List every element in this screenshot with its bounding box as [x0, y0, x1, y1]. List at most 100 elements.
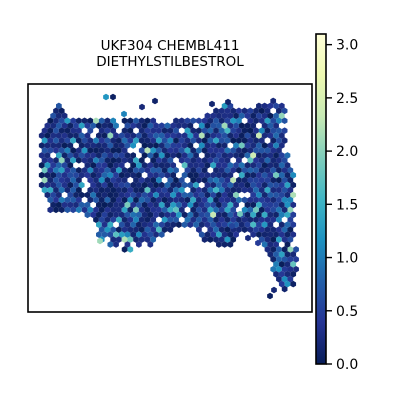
hex-spot	[230, 117, 237, 125]
hex-spot	[61, 162, 68, 169]
hex-spot	[198, 201, 205, 209]
hex-spot	[73, 132, 79, 139]
hex-spot	[278, 221, 285, 228]
hex-spot	[98, 127, 105, 134]
hex-spot	[241, 226, 248, 233]
hex-spot	[258, 147, 265, 154]
hex-spot	[53, 117, 59, 125]
hex-spot	[221, 201, 228, 209]
hex-spot	[138, 117, 145, 125]
hex-spot	[264, 117, 271, 125]
hex-spot	[201, 127, 208, 134]
hex-spot	[130, 142, 137, 149]
hex-spot	[233, 231, 239, 238]
hex-spot	[267, 251, 274, 258]
hex-spot	[276, 236, 282, 243]
hex-spot	[107, 171, 114, 179]
hex-spot	[110, 166, 117, 174]
hex-spot	[176, 221, 182, 228]
hex-spot	[176, 191, 182, 199]
hex-spot	[53, 206, 59, 214]
hex-spot	[87, 186, 94, 194]
hex-spot	[196, 176, 202, 184]
hex-spot	[216, 152, 222, 159]
hex-spot	[241, 107, 248, 115]
hex-spot	[178, 147, 185, 154]
hex-spot	[196, 147, 202, 154]
hex-spot	[187, 191, 194, 199]
hex-spot	[133, 166, 139, 174]
hex-spot	[216, 112, 222, 120]
hex-spot	[96, 231, 102, 238]
hex-spot	[204, 122, 211, 129]
hex-spot	[187, 132, 194, 139]
hex-spot	[118, 181, 125, 189]
hex-spot	[167, 226, 174, 233]
hex-spot	[187, 201, 194, 209]
hex-spot	[276, 246, 282, 253]
hex-spot	[201, 147, 208, 154]
hex-spot	[127, 206, 134, 214]
hex-spot	[104, 166, 111, 174]
hex-spot	[56, 132, 62, 139]
hex-spot	[270, 265, 277, 273]
hex-spot	[50, 201, 57, 209]
hex-spot	[245, 234, 251, 242]
hex-spot	[58, 137, 65, 144]
hex-spot	[38, 142, 45, 149]
hex-spot	[221, 112, 228, 120]
hex-spot	[156, 127, 162, 134]
hex-spot	[207, 137, 214, 144]
hex-spot	[144, 166, 151, 174]
hex-spot	[81, 137, 88, 144]
hex-spot	[147, 152, 154, 159]
hex-spot	[164, 201, 171, 209]
hex-spot	[293, 256, 299, 263]
hex-spot	[118, 201, 125, 209]
hex-spot	[156, 186, 162, 194]
hex-spot	[53, 166, 59, 174]
hex-spot	[98, 206, 105, 214]
hex-spot	[261, 152, 268, 159]
hex-spot	[287, 216, 294, 224]
hex-spot	[276, 176, 282, 184]
hex-spot	[150, 206, 157, 214]
hex-spot	[138, 226, 145, 233]
hex-spot	[147, 142, 154, 149]
hex-spot	[158, 221, 165, 228]
hex-spot	[96, 211, 102, 219]
hex-spot	[113, 201, 119, 209]
hex-spot	[224, 186, 231, 194]
hex-spot	[136, 162, 142, 169]
hex-spot	[121, 236, 128, 243]
hex-spot	[121, 137, 128, 144]
hex-spot	[187, 171, 194, 179]
hex-spot	[41, 147, 48, 154]
hex-spot	[210, 221, 217, 228]
hex-spot	[67, 142, 74, 149]
hex-spot	[167, 176, 174, 184]
hex-spot	[144, 186, 151, 194]
hex-spot	[267, 152, 274, 159]
hex-spot	[256, 231, 262, 238]
hex-spot	[70, 166, 77, 174]
hex-spot	[230, 127, 237, 134]
hex-spot	[53, 107, 59, 115]
hex-spot	[61, 132, 68, 139]
hex-spot	[290, 191, 297, 199]
hex-spot	[158, 142, 165, 149]
hex-spot	[204, 221, 211, 228]
hex-spot	[127, 137, 134, 144]
hex-spot	[221, 152, 228, 159]
hex-spot	[253, 127, 259, 134]
hex-spot	[210, 152, 217, 159]
hex-spot	[76, 206, 82, 214]
hex-spot	[144, 216, 151, 224]
hex-spot	[196, 206, 202, 214]
hex-spot	[41, 166, 48, 174]
hex-spot	[196, 127, 202, 134]
hex-spot	[173, 206, 179, 214]
hex-spot	[107, 152, 114, 159]
hex-spot	[139, 103, 145, 111]
hex-spot	[110, 137, 117, 144]
